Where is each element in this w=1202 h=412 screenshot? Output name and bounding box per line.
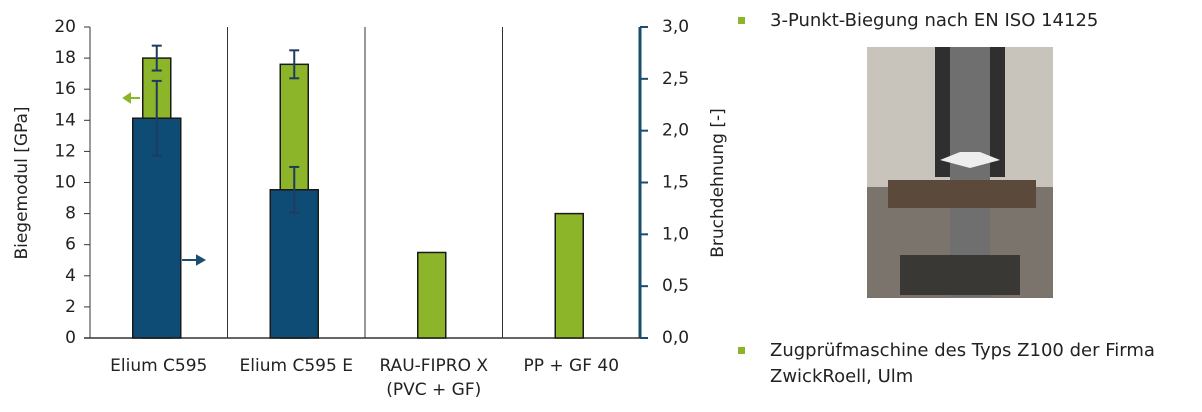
- bar: [269, 189, 319, 339]
- y-tick-label: 0: [65, 328, 76, 348]
- y-tick-label: 8: [65, 204, 76, 224]
- y2-axis-title: Bruchdehnung [-]: [708, 108, 728, 258]
- bullet-text: Zugprüfmaschine des Typs Z100 der Firma …: [770, 340, 1155, 387]
- y-tick-label: 14: [54, 110, 76, 130]
- error-bar: [151, 44, 162, 72]
- y-tick-label: 10: [54, 173, 76, 193]
- bullet-marker: [738, 17, 745, 24]
- bar: [417, 251, 447, 339]
- axis-arrow: [182, 254, 207, 266]
- x-tick-label: Elium C595: [110, 356, 208, 376]
- y-axis-title: Biegemodul [GPa]: [12, 106, 32, 259]
- y2-tick-label: 0,0: [662, 328, 689, 348]
- error-bar: [289, 165, 300, 214]
- bullet-marker: [738, 347, 745, 354]
- y2-tick-label: 0,5: [662, 276, 689, 296]
- axis-arrow: [122, 92, 140, 104]
- x-tick-label: Elium C595 E: [239, 356, 353, 376]
- x-tick-label: RAU-FIPRO X (PVC + GF): [379, 356, 489, 400]
- y2-tick-label: 1,5: [662, 173, 689, 193]
- y-tick-label: 20: [54, 17, 76, 37]
- y-tick-label: 4: [65, 266, 76, 286]
- bullet-text: 3-Punkt-Biegung nach EN ISO 14125: [770, 10, 1099, 31]
- x-tick-label: PP + GF 40: [523, 356, 620, 376]
- error-bar: [289, 49, 300, 80]
- y-tick-label: 16: [54, 79, 76, 99]
- y-tick-label: 12: [54, 141, 76, 161]
- y2-tick-label: 2,5: [662, 69, 689, 89]
- y-tick-label: 18: [54, 48, 76, 68]
- photo: [867, 47, 1053, 298]
- y2-tick-label: 2,0: [662, 121, 689, 141]
- y2-tick-label: 3,0: [662, 17, 689, 37]
- y-tick-label: 2: [65, 297, 76, 317]
- error-bar: [151, 79, 162, 157]
- bar: [554, 212, 584, 339]
- y-tick-label: 6: [65, 235, 76, 255]
- y2-tick-label: 1,0: [662, 224, 689, 244]
